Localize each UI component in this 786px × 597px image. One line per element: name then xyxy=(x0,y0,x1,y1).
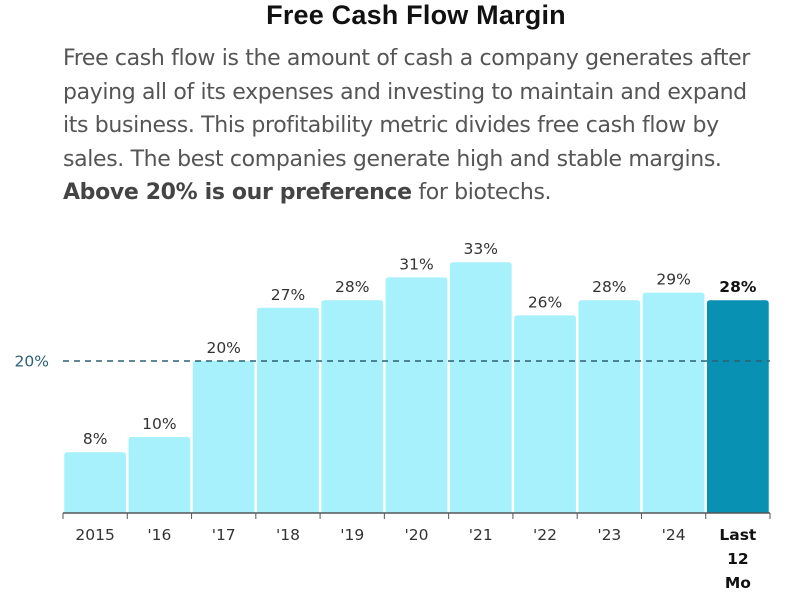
bar-6 xyxy=(449,262,512,513)
value-label-2: 20% xyxy=(206,339,240,357)
bar-5 xyxy=(385,277,448,513)
x-tick-label-5: '20 xyxy=(405,526,429,544)
bar-2 xyxy=(192,361,255,513)
chart-description: Free cash flow is the amount of cash a c… xyxy=(63,42,763,210)
value-label-9: 29% xyxy=(656,271,690,289)
description-text-end: for biotechs. xyxy=(411,180,552,205)
x-tick-label-1: '16 xyxy=(147,526,171,544)
description-emphasis: Above 20% is our preference xyxy=(63,180,412,205)
reference-line-label: 20% xyxy=(15,353,49,371)
x-tick-label-9: '24 xyxy=(662,526,686,544)
x-tick-label-4: '19 xyxy=(340,526,364,544)
x-tick-label-10: Last 12 Mo xyxy=(719,526,757,592)
value-label-8: 28% xyxy=(592,278,626,296)
x-tick-label-2: '17 xyxy=(212,526,236,544)
value-label-4: 28% xyxy=(335,278,369,296)
value-label-0: 8% xyxy=(83,430,108,448)
x-tick-label-0: 2015 xyxy=(75,526,114,544)
bar-4 xyxy=(321,300,384,513)
x-tick-label-6: '21 xyxy=(469,526,493,544)
bar-10 xyxy=(706,300,769,513)
bar-0 xyxy=(64,452,127,513)
description-text: Free cash flow is the amount of cash a c… xyxy=(63,46,751,172)
x-tick-label-8: '23 xyxy=(597,526,621,544)
bar-9 xyxy=(642,292,705,513)
value-label-3: 27% xyxy=(271,286,305,304)
value-label-6: 33% xyxy=(464,240,498,258)
chart-title: Free Cash Flow Margin xyxy=(266,0,566,30)
bar-8 xyxy=(578,300,641,513)
value-label-1: 10% xyxy=(142,415,176,433)
value-label-10: 28% xyxy=(719,278,757,296)
bar-7 xyxy=(514,315,576,513)
value-label-7: 26% xyxy=(528,293,562,311)
bar-1 xyxy=(128,437,191,513)
value-label-5: 31% xyxy=(399,255,433,273)
bar-3 xyxy=(257,307,319,513)
x-tick-label-7: '22 xyxy=(533,526,557,544)
x-tick-label-3: '18 xyxy=(276,526,300,544)
